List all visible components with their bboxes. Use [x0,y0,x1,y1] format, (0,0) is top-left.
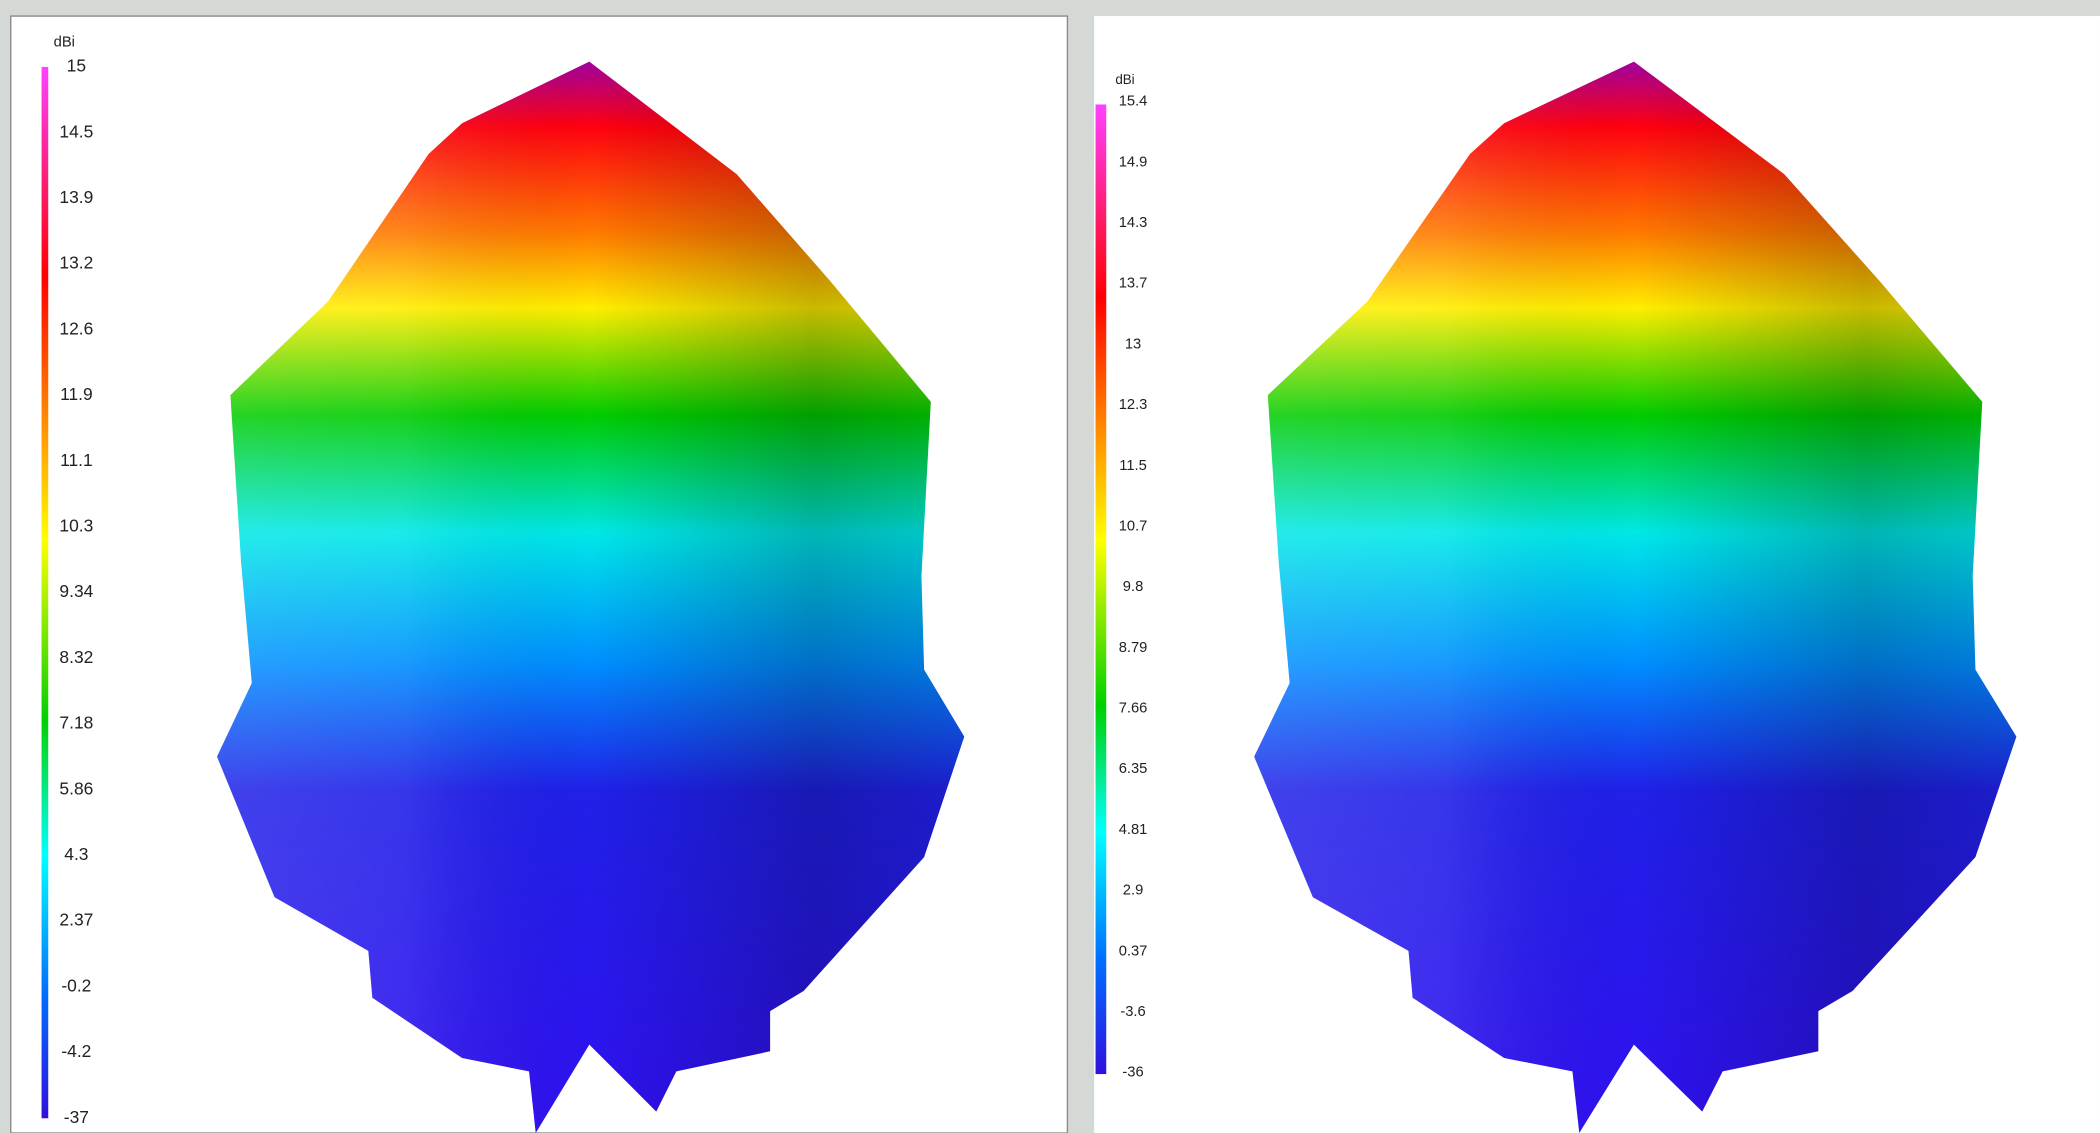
scale-label: 2.9 [1123,883,1143,899]
scale-label: 2.37 [59,910,93,930]
page: dBi dBi 15 14.5 13.9 13.2 12.6 11.9 11.1 10.3 9.… [0,0,2100,1133]
unit-label: dBi [54,35,75,51]
unit-label: dBi [1115,72,1134,87]
scale-label: 11.1 [60,450,93,470]
scale-label: 14.5 [59,121,93,141]
scale-label: 14.3 [1119,215,1148,231]
scale-label: 11.5 [1119,458,1147,474]
scale-label: 0.37 [1119,943,1148,959]
scale-label: 4.81 [1119,822,1148,838]
scale-label: 9.8 [1123,579,1143,595]
scale-label: 13 [1125,336,1141,352]
scale-label: 10.7 [1119,518,1148,534]
scale-label: -36 [1122,1065,1143,1081]
scale-label: 6.35 [1119,761,1148,777]
scale-label: 11.9 [60,384,93,404]
scale-label: 8.32 [59,647,93,667]
scale-label: 5.86 [59,778,93,798]
screen: dBi dBi 15 14.5 13.9 13.2 12.6 11.9 11.1 10.3 9.… [0,0,2100,1133]
scale-label: 13.9 [59,187,93,207]
scale-label: -0.2 [61,975,91,995]
scale-label: -3.6 [1120,1004,1145,1020]
scale-label: -4.2 [61,1041,91,1061]
scale-label: 7.18 [59,713,93,733]
scale-label: 14.9 [1119,154,1148,170]
color-bar [42,67,49,1118]
scale-label: 9.34 [59,581,93,601]
scale-label: 13.7 [1119,276,1148,292]
scale-label: 13.2 [59,253,93,273]
scale-label: 4.3 [64,844,88,864]
scale-label: 15 [67,56,86,76]
scale-label: 8.79 [1119,640,1148,656]
scale-label: 7.66 [1119,701,1148,717]
scale-label: 10.3 [59,516,93,536]
color-bar [1096,104,1107,1074]
scale-label: -37 [64,1107,89,1127]
scale-label: 12.3 [1119,397,1148,413]
scale-label: 15.4 [1119,94,1148,110]
scale-label: 12.6 [59,318,93,338]
